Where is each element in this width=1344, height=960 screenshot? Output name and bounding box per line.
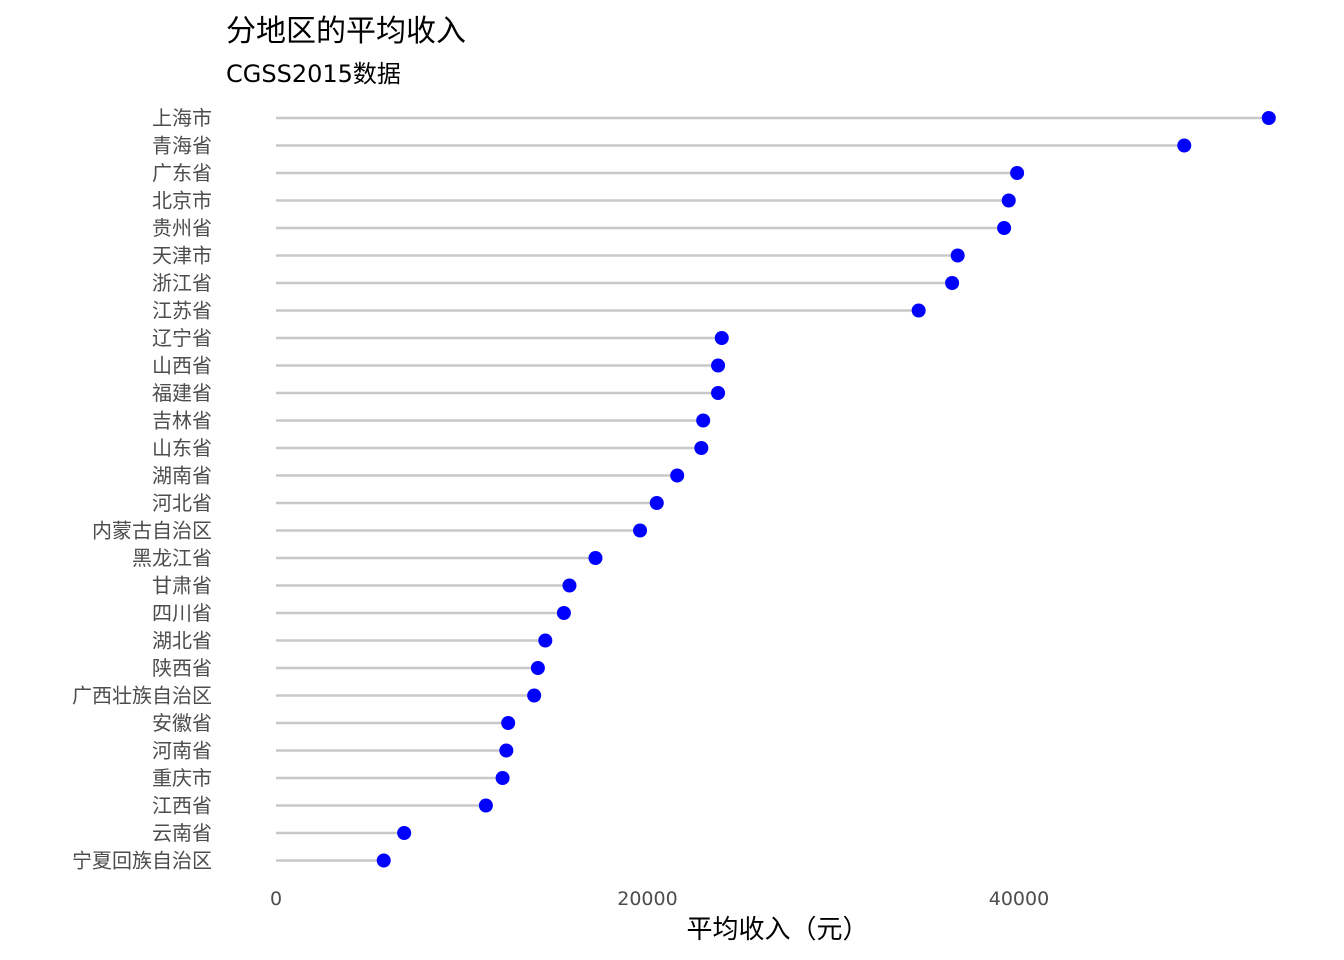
lollipop-point (397, 826, 411, 840)
category-label: 广东省 (152, 161, 212, 185)
category-label: 贵州省 (152, 216, 212, 240)
category-label: 安徽省 (152, 711, 212, 735)
x-tick-label: 40000 (989, 888, 1049, 910)
category-label: 天津市 (152, 244, 212, 268)
category-label: 河南省 (152, 739, 212, 763)
lollipop-point (1010, 166, 1024, 180)
category-label: 黑龙江省 (132, 546, 212, 570)
category-label: 宁夏回族自治区 (72, 849, 212, 873)
x-tick-label: 0 (270, 888, 282, 910)
lollipop-point (715, 331, 729, 345)
lollipop-point (499, 744, 513, 758)
lollipop-point (588, 551, 602, 565)
lollipop-point (479, 799, 493, 813)
lollipop-point (633, 524, 647, 538)
category-label: 河北省 (152, 491, 212, 515)
lollipop-point (562, 579, 576, 593)
category-label: 山西省 (152, 354, 212, 378)
lollipop-point (1002, 194, 1016, 208)
category-label: 上海市 (152, 106, 212, 130)
category-label: 福建省 (152, 381, 212, 405)
lollipop-point (711, 386, 725, 400)
category-label: 青海省 (152, 134, 212, 158)
lollipop-point (527, 689, 541, 703)
lollipop-point (650, 496, 664, 510)
category-label: 湖南省 (152, 464, 212, 488)
lollipop-point (377, 854, 391, 868)
category-label: 江苏省 (152, 299, 212, 323)
lollipop-point (711, 359, 725, 373)
lollipop-point (1177, 139, 1191, 153)
lollipop-point (945, 276, 959, 290)
category-label: 吉林省 (152, 409, 212, 433)
category-label: 陕西省 (152, 656, 212, 680)
lollipop-point (696, 414, 710, 428)
category-label: 四川省 (152, 601, 212, 625)
lollipop-point (496, 771, 510, 785)
lollipop-point (912, 304, 926, 318)
lollipop-point (557, 606, 571, 620)
category-label: 湖北省 (152, 629, 212, 653)
lollipop-point (538, 634, 552, 648)
category-label: 内蒙古自治区 (92, 519, 212, 543)
category-label: 辽宁省 (152, 326, 212, 350)
category-label: 北京市 (152, 189, 212, 213)
category-label: 浙江省 (152, 271, 212, 295)
lollipop-point (997, 221, 1011, 235)
lollipop-point (670, 469, 684, 483)
category-label: 云南省 (152, 821, 212, 845)
category-label: 重庆市 (152, 766, 212, 790)
lollipop-point (1262, 111, 1276, 125)
lollipop-point (951, 249, 965, 263)
lollipop-point (531, 661, 545, 675)
x-axis-title: 平均收入（元） (686, 915, 868, 945)
category-label: 山东省 (152, 436, 212, 460)
lollipop-point (694, 441, 708, 455)
x-tick-label: 20000 (617, 888, 677, 910)
category-label: 江西省 (152, 794, 212, 818)
category-label: 甘肃省 (152, 574, 212, 598)
lollipop-point (501, 716, 515, 730)
category-label: 广西壮族自治区 (72, 684, 212, 708)
